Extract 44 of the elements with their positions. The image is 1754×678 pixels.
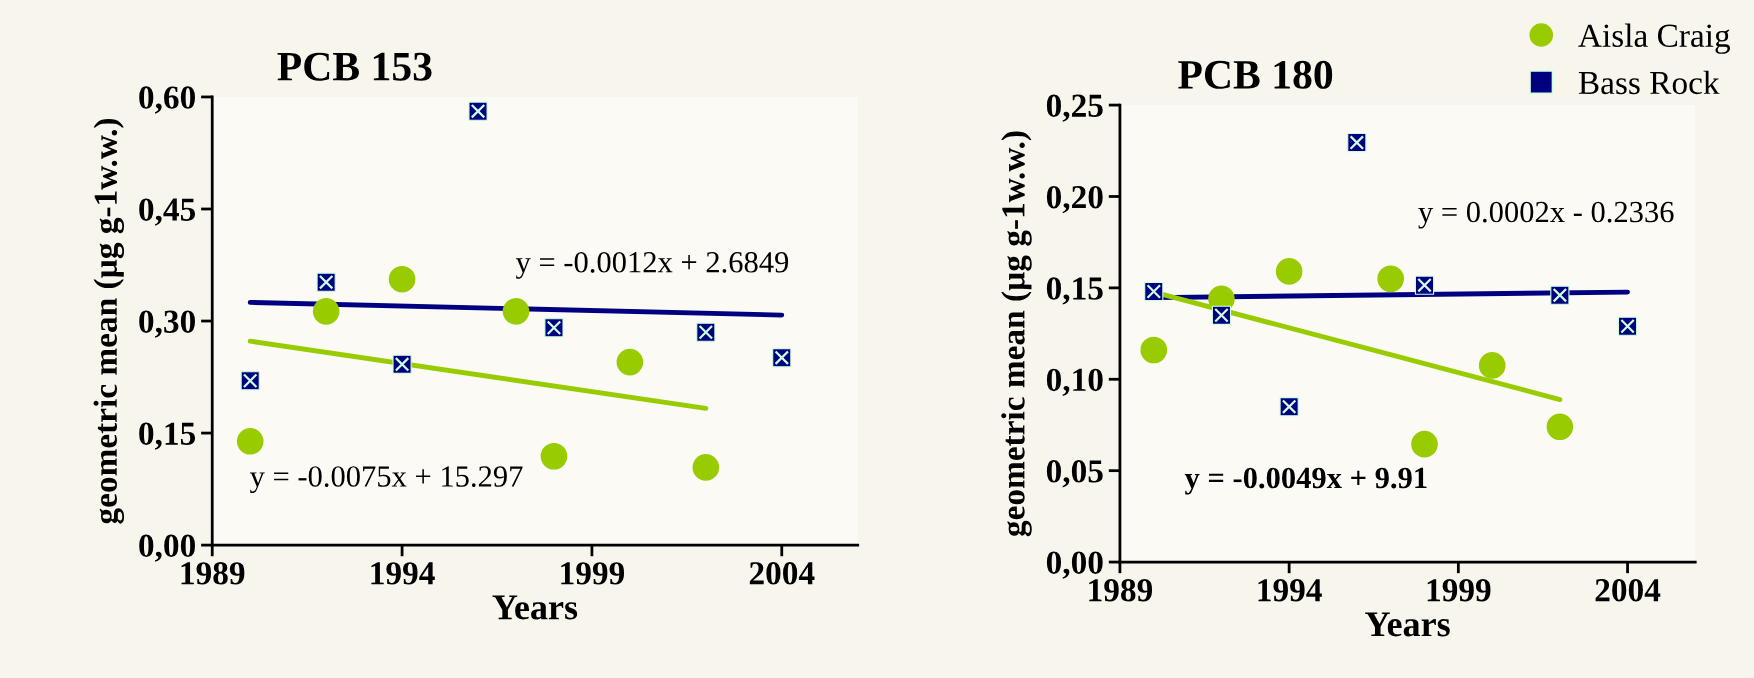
x-axis-title: Years [1365,612,1450,637]
x-axis-title: Years [492,595,578,620]
point [1478,352,1506,379]
y-tick-label: 0,30 [139,310,195,338]
x-tick-label: 1999 [1427,579,1491,602]
y-axis-title: geometric mean (µg g-1w.w.) [1001,131,1032,537]
y-tick-label: 0,60 [139,86,195,114]
x-tick-label: 1994 [1258,579,1322,602]
x-tick-label: 1989 [181,562,245,585]
y-tick-label: 0,15 [1046,277,1103,305]
annotation: y = 0.0002x - 0.2336 [1418,201,1674,229]
x-tick-label: 2004 [1595,579,1661,602]
annotation: y = -0.0049x + 9.91 [1184,467,1427,495]
chart-title: PCB 180 [1178,60,1333,89]
y-tick-label: 0,00 [139,534,195,562]
legend-label: Bass Rock [1578,70,1720,95]
point [1411,430,1438,458]
point [692,454,720,481]
annotation: y = -0.0075x + 15.297 [249,466,523,494]
y-tick-label: 0,45 [139,198,196,226]
legend-label: Aisla Craig [1578,23,1731,54]
y-tick-label: 0,15 [139,422,196,450]
y-tick-label: 0,00 [1046,551,1103,579]
y-tick-label: 0,10 [1046,368,1103,396]
point [1377,265,1404,293]
annotation: y = -0.0012x + 2.6849 [515,251,789,279]
point [616,348,644,376]
point [502,298,530,325]
point [388,265,416,293]
y-tick-label: 0,25 [1046,94,1103,122]
point [312,298,340,325]
x-tick-label: 2004 [749,562,815,585]
y-tick-label: 0,05 [1046,460,1103,488]
point [1546,413,1574,441]
y-axis-title: geometric mean (µg g-1w.w.) [93,118,125,524]
x-tick-label: 1994 [371,562,435,585]
point [236,427,264,455]
point [1275,258,1303,285]
chart-title: PCB 153 [277,52,432,81]
point [1140,336,1168,364]
x-tick-label: 1989 [1089,579,1153,602]
point [540,442,568,470]
y-tick-label: 0,20 [1046,185,1103,214]
x-tick-label: 1999 [561,562,625,585]
